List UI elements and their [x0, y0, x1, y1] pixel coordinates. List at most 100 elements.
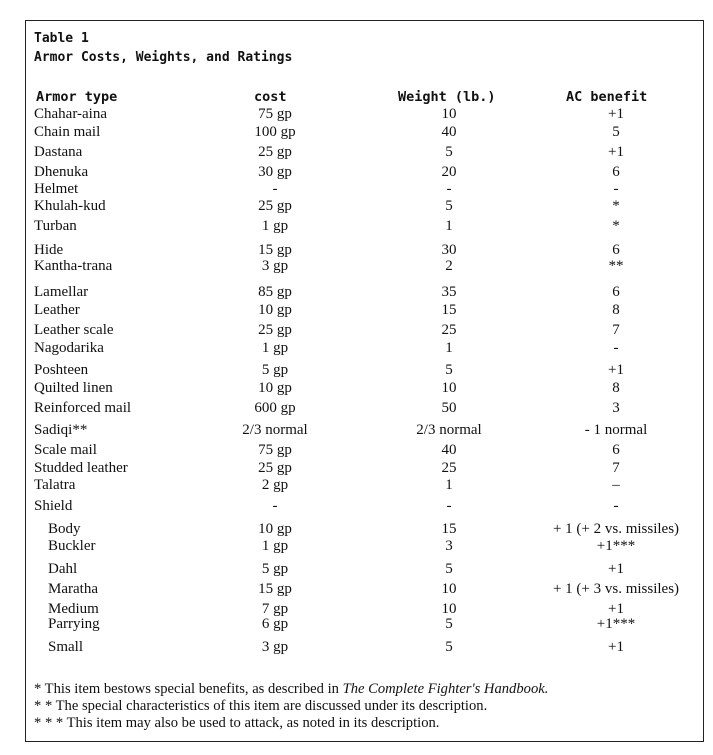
- ac-benefit-cell: +1: [608, 362, 624, 378]
- cost-cell: 6 gp: [261, 616, 289, 632]
- table-row: Chain mail 100 gp 40 5: [0, 123, 713, 141]
- table-frame: [25, 20, 704, 742]
- table-row: Leather scale 25 gp 25 7: [0, 321, 713, 339]
- header-armor-type: Armor type: [36, 89, 118, 105]
- armor-type-cell: Chain mail: [34, 124, 101, 140]
- ac-benefit-cell: +1***: [596, 538, 636, 554]
- armor-type-cell: Dahl: [48, 561, 78, 577]
- cost-cell: -: [272, 181, 278, 197]
- ac-benefit-cell: -: [613, 340, 619, 356]
- ac-benefit-cell: –: [612, 477, 620, 493]
- cost-cell: 15 gp: [258, 242, 292, 258]
- table-row: Reinforced mail 600 gp 50 3: [0, 399, 713, 417]
- ac-benefit-cell: -: [613, 181, 619, 197]
- weight-cell: 10: [441, 581, 457, 597]
- ac-benefit-cell: 6: [612, 284, 620, 300]
- ac-benefit-cell: +1: [608, 144, 624, 160]
- ac-benefit-cell: +1: [608, 601, 624, 617]
- ac-benefit-cell: + 1 (+ 3 vs. missiles): [552, 581, 680, 597]
- weight-cell: 10: [441, 380, 457, 396]
- cost-cell: 25 gp: [258, 198, 292, 214]
- armor-type-cell: Dhenuka: [34, 164, 89, 180]
- cost-cell: 1 gp: [261, 340, 289, 356]
- table-row: Poshteen 5 gp 5 +1: [0, 361, 713, 379]
- footnote-2: * * The special characteristics of this …: [34, 698, 488, 714]
- ac-benefit-cell: **: [608, 258, 624, 274]
- ac-benefit-cell: -: [613, 498, 619, 514]
- table-row: Maratha 15 gp 10 + 1 (+ 3 vs. missiles): [0, 580, 713, 598]
- weight-cell: 3: [445, 538, 453, 554]
- ac-benefit-cell: *: [612, 218, 620, 234]
- table-row: Sadiqi** 2/3 normal 2/3 normal - 1 normal: [0, 421, 713, 439]
- weight-cell: 5: [445, 144, 453, 160]
- ac-benefit-cell: 8: [612, 380, 620, 396]
- weight-cell: 10: [441, 601, 457, 617]
- cost-cell: 10 gp: [258, 521, 292, 537]
- armor-type-cell: Hide: [34, 242, 64, 258]
- cost-cell: 3 gp: [261, 258, 289, 274]
- weight-cell: 1: [445, 218, 453, 234]
- armor-type-cell: Dastana: [34, 144, 83, 160]
- table-label: Table 1: [34, 31, 89, 46]
- armor-type-cell: Turban: [34, 218, 77, 234]
- cost-cell: 2/3 normal: [242, 422, 308, 438]
- table-title: Armor Costs, Weights, and Ratings: [34, 50, 293, 65]
- cost-cell: 1 gp: [261, 218, 289, 234]
- weight-cell: 5: [445, 561, 453, 577]
- armor-type-cell: Shield: [34, 498, 73, 514]
- weight-cell: 40: [441, 124, 457, 140]
- table-row: Shield - - -: [0, 497, 713, 515]
- armor-type-cell: Leather scale: [34, 322, 114, 338]
- cost-cell: 15 gp: [258, 581, 292, 597]
- armor-type-cell: Leather: [34, 302, 80, 318]
- weight-cell: 2: [445, 258, 453, 274]
- footnote-1: * This item bestows special benefits, as…: [34, 681, 548, 698]
- weight-cell: 5: [445, 639, 453, 655]
- ac-benefit-cell: +1***: [596, 616, 636, 632]
- cost-cell: 75 gp: [258, 106, 292, 122]
- cost-cell: 5 gp: [261, 561, 289, 577]
- armor-type-cell: Poshteen: [34, 362, 89, 378]
- cost-cell: 25 gp: [258, 322, 292, 338]
- cost-cell: 2 gp: [261, 477, 289, 493]
- cost-cell: 75 gp: [258, 442, 292, 458]
- header-cost: cost: [254, 89, 287, 105]
- table-row: Lamellar 85 gp 35 6: [0, 283, 713, 301]
- table-row: Dhenuka 30 gp 20 6: [0, 163, 713, 181]
- weight-cell: 25: [441, 460, 457, 476]
- armor-type-cell: Body: [48, 521, 81, 537]
- armor-type-cell: Quilted linen: [34, 380, 113, 396]
- ac-benefit-cell: +1: [608, 106, 624, 122]
- cost-cell: 3 gp: [261, 639, 289, 655]
- armor-type-cell: Parrying: [48, 616, 100, 632]
- armor-type-cell: Talatra: [34, 477, 76, 493]
- armor-type-cell: Medium: [48, 601, 99, 617]
- armor-type-cell: Khulah-kud: [34, 198, 106, 214]
- footnote-3: * * * This item may also be used to atta…: [34, 715, 440, 731]
- table-row: Helmet - - -: [0, 180, 713, 198]
- table-row: Chahar-aina 75 gp 10 +1: [0, 105, 713, 123]
- weight-cell: 50: [441, 400, 457, 416]
- table-row: Dastana 25 gp 5 +1: [0, 143, 713, 161]
- ac-benefit-cell: +1: [608, 561, 624, 577]
- cost-cell: 600 gp: [254, 400, 296, 416]
- weight-cell: 1: [445, 340, 453, 356]
- table-row: Parrying 6 gp 5 +1***: [0, 615, 713, 633]
- weight-cell: 30: [441, 242, 457, 258]
- weight-cell: 25: [441, 322, 457, 338]
- table-row: Hide 15 gp 30 6: [0, 241, 713, 259]
- cost-cell: 10 gp: [258, 302, 292, 318]
- weight-cell: 35: [441, 284, 457, 300]
- footnote-1-text: * This item bestows special benefits, as…: [34, 681, 343, 697]
- weight-cell: 2/3 normal: [416, 422, 482, 438]
- table-row: Medium 7 gp 10 +1: [0, 600, 713, 618]
- table-row: Scale mail 75 gp 40 6: [0, 441, 713, 459]
- cost-cell: 25 gp: [258, 460, 292, 476]
- armor-type-cell: Maratha: [48, 581, 98, 597]
- table-row: Talatra 2 gp 1 –: [0, 476, 713, 494]
- weight-cell: 1: [445, 477, 453, 493]
- cost-cell: 1 gp: [261, 538, 289, 554]
- armor-type-cell: Scale mail: [34, 442, 97, 458]
- ac-benefit-cell: + 1 (+ 2 vs. missiles): [552, 521, 680, 537]
- ac-benefit-cell: 5: [612, 124, 620, 140]
